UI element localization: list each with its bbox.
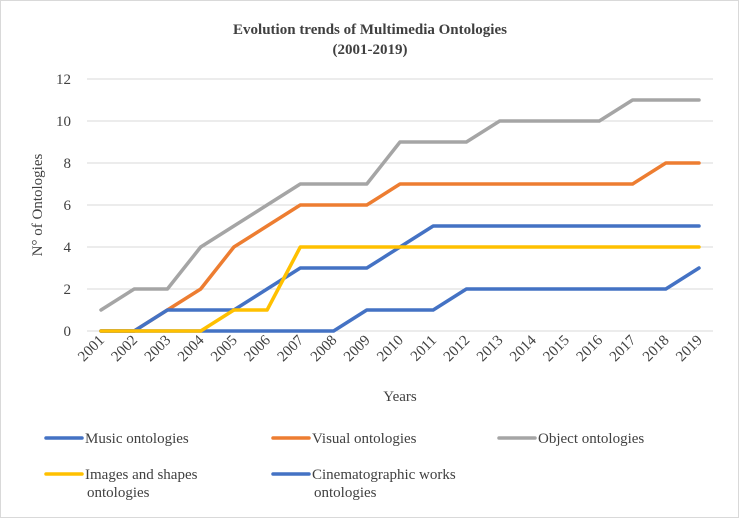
series-line-cinematographic-works-ontologies	[99, 266, 701, 333]
chart-title-line: Evolution trends of Multimedia Ontologie…	[233, 22, 507, 38]
x-tick-label: 2003	[142, 333, 175, 366]
y-axis-title: N° of Ontologies	[30, 154, 46, 257]
series-line-music-ontologies	[99, 224, 701, 333]
x-tick-label: 2004	[175, 332, 208, 365]
legend-label: ontologies	[314, 485, 377, 501]
x-tick-label: 2001	[75, 333, 108, 366]
y-tick-label: 8	[64, 156, 72, 172]
x-tick-label: 2002	[109, 333, 142, 366]
x-tick-label: 2012	[441, 333, 474, 366]
legend-item: Images and shapes ontologies	[44, 467, 198, 501]
legend-label: Visual ontologies	[312, 431, 417, 447]
legend: Music ontologies Visual ontologies Object …	[44, 431, 644, 501]
series-line-images-and-shapes-ontologies	[99, 245, 701, 333]
x-tick-label: 2014	[507, 332, 540, 365]
legend-label: Object ontologies	[538, 431, 644, 447]
y-tick-label: 2	[64, 282, 72, 298]
x-tick-label: 2016	[574, 332, 607, 365]
legend-item: Visual ontologies	[271, 431, 417, 447]
x-tick-label: 2006	[241, 332, 274, 365]
series-line-object-ontologies	[99, 98, 701, 312]
y-tick-label: 4	[64, 240, 72, 256]
y-tick-label: 12	[56, 72, 71, 88]
y-tick-label: 6	[64, 198, 72, 214]
x-tick-label: 2008	[308, 333, 341, 366]
x-tick-label: 2005	[208, 333, 241, 366]
x-tick-label: 2018	[640, 333, 673, 366]
x-tick-label: 2015	[540, 333, 573, 366]
series-line-visual-ontologies	[99, 161, 701, 333]
legend-item: Cinematographic works ontologies	[271, 467, 456, 501]
y-tick-label: 10	[56, 114, 71, 130]
x-tick-label: 2011	[408, 333, 440, 365]
y-tick-label: 0	[64, 324, 72, 340]
legend-label: Images and shapes	[85, 467, 198, 483]
legend-label: ontologies	[87, 485, 150, 501]
chart-subtitle-line: (2001-2019)	[333, 42, 408, 58]
series-lines	[99, 98, 701, 333]
legend-item: Music ontologies	[44, 431, 189, 447]
x-tick-label: 2009	[341, 333, 374, 366]
legend-label: Cinematographic works	[312, 467, 456, 483]
x-axis-title: Years	[383, 389, 417, 405]
x-tick-label: 2010	[374, 333, 407, 366]
x-tick-label: 2013	[474, 333, 507, 366]
legend-item: Object ontologies	[497, 431, 644, 447]
x-tick-label: 2019	[673, 333, 706, 366]
x-tick-label: 2017	[607, 332, 640, 365]
legend-label: Music ontologies	[85, 431, 189, 447]
x-tick-label: 2007	[275, 332, 308, 365]
chart-title: Evolution trends of Multimedia Ontologie…	[233, 22, 507, 58]
